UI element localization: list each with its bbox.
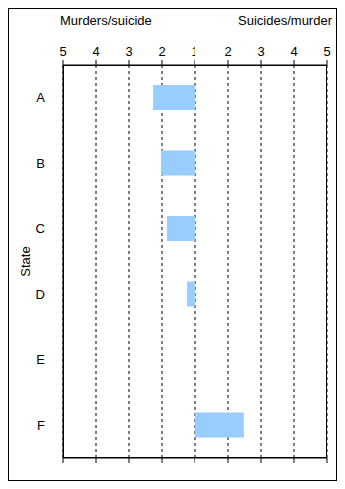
svg-text:2: 2	[224, 44, 231, 59]
svg-text:E: E	[36, 352, 45, 367]
html-text:Suicides/murder: Suicides/murder	[238, 13, 332, 28]
svg-text:2: 2	[158, 44, 165, 59]
svg-text:D: D	[36, 287, 45, 302]
svg-text:3: 3	[257, 44, 264, 59]
svg-text:A: A	[36, 90, 45, 105]
html-text:Murders/suicide: Murders/suicide	[60, 13, 152, 28]
svg-text:F: F	[37, 418, 45, 433]
svg-text:C: C	[36, 221, 45, 236]
svg-text:5: 5	[59, 44, 66, 59]
svg-text:3: 3	[125, 44, 132, 59]
svg-text:1: 1	[191, 44, 195, 59]
svg-text:State: State	[18, 246, 33, 276]
svg-text:4: 4	[92, 44, 99, 59]
svg-text:4: 4	[290, 44, 297, 59]
svg-text:B: B	[36, 156, 45, 171]
svg-text:5: 5	[323, 44, 330, 59]
